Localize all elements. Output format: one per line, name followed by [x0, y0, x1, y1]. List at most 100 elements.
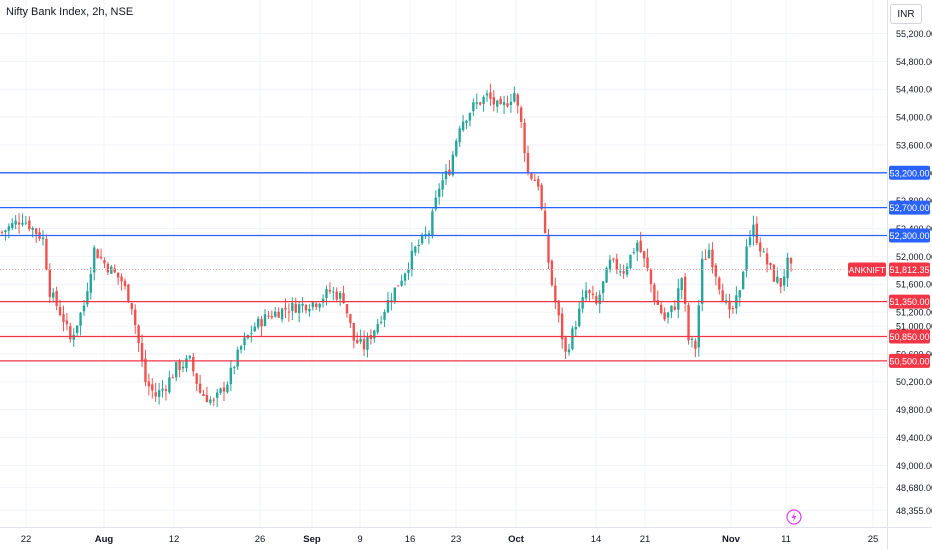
candle-body [58, 306, 62, 316]
level-price-label: 52,700.00 [889, 203, 929, 213]
candle-body [151, 384, 154, 391]
y-tick-label: 51,600.00 [896, 280, 932, 290]
candle-body [478, 102, 482, 105]
candle-body [550, 260, 554, 286]
lightning-bolt-icon[interactable] [786, 509, 802, 525]
candle-body [147, 381, 151, 387]
candle-body [437, 188, 441, 197]
candle-body [270, 315, 274, 318]
level-price-label: 52,300.00 [889, 231, 929, 241]
candle-body [342, 293, 345, 304]
candle-body [745, 246, 748, 271]
candle-body [485, 93, 489, 96]
candle-body [188, 355, 192, 359]
candle-body [468, 113, 472, 121]
y-tick-label: 49,400.00 [896, 433, 932, 443]
y-tick-label: 52,000.00 [896, 252, 932, 262]
candle-body [308, 308, 311, 312]
candle-body [776, 276, 779, 283]
candle-body [738, 290, 741, 298]
candle-body [704, 258, 707, 260]
candle-body [782, 276, 786, 286]
candle-body [697, 305, 700, 348]
candle-body [315, 303, 318, 307]
candle-body [352, 322, 356, 341]
candle-body [656, 299, 659, 305]
candle-body [24, 222, 28, 224]
candle-body [359, 338, 362, 342]
level-price-label: 53,200.00 [889, 168, 929, 178]
x-tick-label: 21 [640, 534, 651, 545]
candle-body [45, 238, 48, 270]
candle-body [209, 399, 212, 404]
candle-body [294, 303, 297, 313]
candle-body [215, 392, 219, 398]
x-tick-label: 16 [405, 534, 416, 545]
x-tick-label: 9 [357, 534, 362, 545]
candle-body [174, 362, 178, 378]
candle-body [714, 265, 718, 277]
candle-body [673, 306, 677, 310]
candle-body [591, 293, 595, 296]
candle-body [82, 305, 86, 312]
candle-body [560, 313, 564, 340]
candle-body [759, 242, 762, 252]
candle-body [649, 269, 653, 284]
candle-body [93, 247, 96, 273]
candle-body [530, 173, 533, 179]
candle-body [226, 384, 229, 393]
x-tick-label: 25 [868, 534, 879, 545]
candle-body [55, 291, 58, 306]
candle-body [496, 100, 499, 107]
candle-body [666, 312, 670, 318]
candle-body [11, 223, 14, 228]
candle-body [683, 276, 687, 304]
candle-body [127, 284, 130, 303]
candle-body [728, 300, 731, 310]
candle-body [297, 304, 301, 314]
symbol-label: BANKNIFTY [843, 265, 891, 275]
candle-body [48, 270, 52, 297]
candle-body [178, 361, 181, 371]
candle-body [263, 314, 267, 326]
candle-body [321, 298, 325, 303]
candle-body [256, 318, 260, 328]
x-tick-label: Sep [303, 534, 321, 545]
candle-body [605, 267, 608, 283]
candle-body [21, 222, 24, 225]
candle-body [106, 264, 110, 273]
candle-body [707, 249, 711, 258]
candle-body [632, 252, 636, 254]
candle-body [417, 244, 420, 246]
candle-body [99, 256, 103, 259]
candle-body [444, 170, 448, 180]
candle-body [7, 226, 11, 231]
candle-body [280, 308, 284, 320]
candle-body [567, 349, 571, 353]
candle-body [431, 211, 434, 236]
currency-button[interactable]: INR [890, 4, 922, 24]
candle-body [687, 305, 690, 341]
candle-body [482, 97, 485, 104]
candle-body [752, 224, 755, 237]
candle-body [533, 179, 537, 182]
candle-body [116, 272, 120, 278]
candle-body [608, 259, 612, 270]
level-price-tag [889, 294, 930, 309]
candle-body [397, 285, 400, 287]
candle-body [465, 120, 468, 124]
candle-body [120, 276, 123, 282]
candle-body [130, 303, 133, 310]
candle-body [721, 290, 724, 301]
x-tick-label: Nov [722, 534, 741, 545]
candle-body [762, 251, 765, 253]
candle-body [612, 258, 615, 260]
candle-body [574, 327, 578, 330]
candle-body [598, 294, 601, 304]
candle-body [629, 254, 632, 269]
candle-body [619, 271, 622, 273]
y-tick-label: 53,600.00 [896, 140, 932, 150]
symbol-tag [848, 262, 886, 277]
candle-body [284, 307, 287, 310]
